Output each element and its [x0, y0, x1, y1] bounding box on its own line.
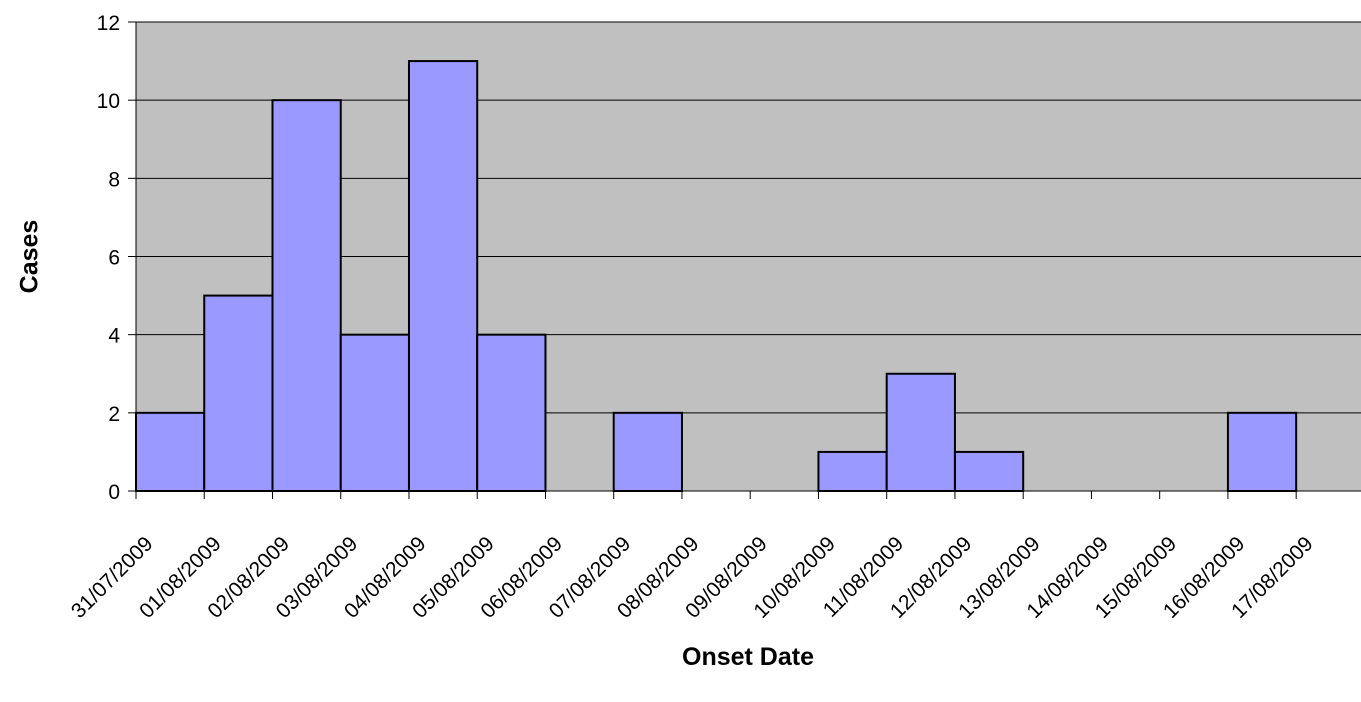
bar [885, 372, 956, 492]
y-axis-title-wrap: Cases [0, 0, 60, 512]
bar [135, 411, 206, 493]
bar [339, 333, 410, 492]
bar [953, 450, 1025, 492]
bar [476, 333, 547, 492]
y-tick-label: 2 [108, 403, 120, 426]
bars [135, 60, 1298, 493]
bar [203, 294, 274, 493]
y-axis-title: Cases [15, 219, 44, 293]
y-tick-label: 12 [97, 12, 120, 35]
y-tick-label: 8 [108, 168, 120, 191]
bar [612, 411, 683, 493]
y-tick-label: 10 [97, 90, 120, 113]
axes [128, 21, 1361, 499]
y-tick-label: 0 [108, 481, 120, 504]
y-tick-label: 6 [108, 247, 120, 270]
bar [407, 60, 479, 492]
y-tick-label: 4 [108, 325, 120, 348]
y-tick-labels: 0 2 4 6 8 10 12 [97, 12, 121, 504]
bar [271, 99, 342, 493]
x-tick-labels: 31/07/200901/08/200902/08/200903/08/2009… [67, 532, 1318, 623]
x-axis-title: Onset Date [682, 643, 814, 671]
bar [817, 450, 888, 492]
bar [1226, 411, 1298, 493]
